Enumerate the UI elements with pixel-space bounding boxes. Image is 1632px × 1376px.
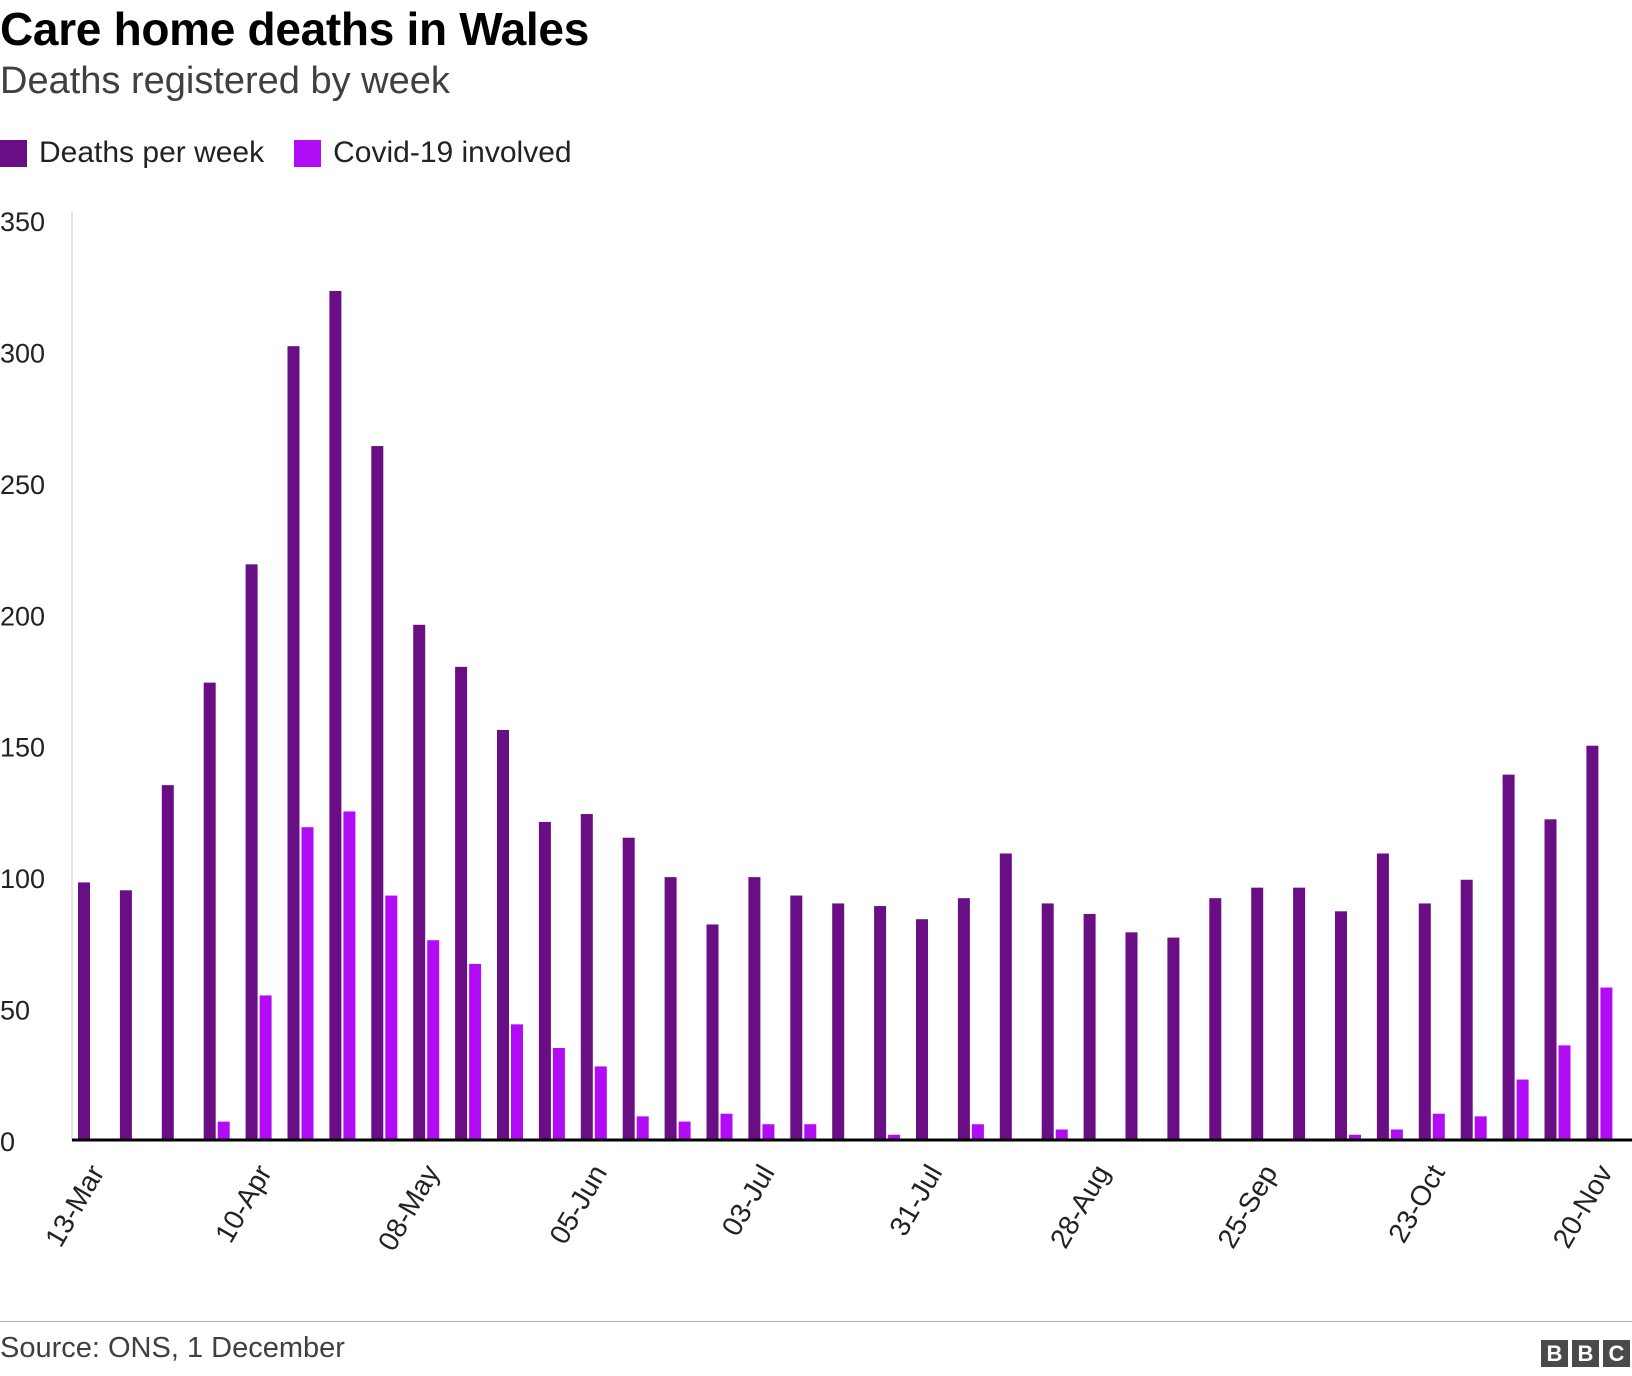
bar-covid-involved [1516,1079,1529,1140]
bar-deaths-per-week [1209,898,1222,1140]
legend-swatch-covid [294,139,322,167]
source-note: Source: ONS, 1 December [0,1332,345,1364]
bar-covid-involved [217,1121,230,1140]
bar-deaths-per-week [1376,853,1389,1140]
legend-label-deaths: Deaths per week [39,136,265,169]
bar-deaths-per-week [706,924,719,1140]
bar-deaths-per-week [1041,903,1054,1140]
bar-deaths-per-week [203,682,216,1140]
bar-covid-involved [1474,1116,1487,1140]
bar-deaths-per-week [622,837,635,1140]
bar-deaths-per-week [413,624,426,1140]
y-tick-label: 300 [0,338,45,368]
bar-covid-involved [636,1116,649,1140]
legend-swatch-deaths [0,139,27,167]
bar-deaths-per-week [1125,932,1138,1140]
bar-covid-involved [1600,987,1613,1140]
bar-deaths-per-week [790,895,803,1140]
bar-deaths-per-week [119,890,132,1140]
legend: Deaths per week Covid-19 involved [0,136,602,170]
bar-deaths-per-week [1544,819,1557,1140]
bar-deaths-per-week [455,666,468,1140]
source-divider [0,1321,1632,1322]
x-tick-label: 13-Mar [39,1160,110,1252]
bar-covid-involved [720,1113,733,1140]
bar-deaths-per-week [161,785,174,1140]
bar-deaths-per-week [1460,879,1473,1140]
bar-covid-involved [594,1066,607,1140]
bar-deaths-per-week [1335,911,1347,1140]
bar-deaths-per-week [1251,887,1264,1140]
bbc-logo: B B C [1537,1340,1630,1367]
bar-covid-involved [259,995,272,1140]
legend-item-covid: Covid-19 involved [294,136,572,170]
bar-covid-involved [1055,1129,1068,1140]
bar-covid-involved [511,1024,523,1140]
bar-covid-involved [552,1048,565,1140]
chart-title: Care home deaths in Wales [0,3,589,55]
x-tick-label: 23-Oct [1382,1159,1451,1247]
bar-deaths-per-week [832,903,845,1140]
bbc-logo-letter: B [1572,1340,1599,1367]
y-tick-label: 150 [0,733,45,763]
legend-label-covid: Covid-19 involved [333,136,572,169]
bar-deaths-per-week [371,446,384,1140]
bar-covid-involved [343,811,356,1140]
bar-deaths-per-week [664,877,677,1140]
bar-covid-involved [427,940,440,1140]
bar-covid-involved [1558,1045,1571,1140]
bar-deaths-per-week [1083,913,1096,1140]
bar-deaths-per-week [497,729,509,1140]
bbc-logo-letter: C [1603,1340,1630,1367]
bar-deaths-per-week [245,564,258,1140]
y-tick-label: 0 [0,1127,15,1157]
bar-covid-involved [678,1121,691,1140]
bar-deaths-per-week [748,877,761,1140]
y-tick-label: 250 [0,470,45,500]
bar-covid-involved [301,827,314,1140]
chart-subtitle: Deaths registered by week [0,60,450,102]
y-tick-label: 350 [0,207,45,237]
bar-deaths-per-week [329,290,342,1140]
x-tick-label: 28-Aug [1044,1160,1116,1254]
y-tick-label: 200 [0,601,45,631]
bar-covid-involved [469,963,482,1140]
bar-deaths-per-week [538,821,551,1140]
bar-covid-involved [762,1124,775,1140]
bar-covid-involved [385,895,398,1140]
x-tick-label: 10-Apr [209,1160,278,1248]
bar-deaths-per-week [78,882,90,1140]
y-tick-label: 50 [0,996,30,1026]
bar-covid-involved [888,1134,901,1140]
x-tick-label: 20-Nov [1547,1160,1619,1254]
bar-covid-involved [804,1124,817,1140]
x-tick-label: 08-May [372,1160,446,1256]
bar-deaths-per-week [957,898,970,1140]
x-tick-label: 31-Jul [883,1160,948,1242]
bar-deaths-per-week [1293,887,1306,1140]
bar-deaths-per-week [1502,774,1515,1140]
bar-covid-involved [971,1124,984,1140]
x-tick-label: 03-Jul [716,1160,781,1242]
bar-deaths-per-week [1418,903,1431,1140]
legend-item-deaths: Deaths per week [0,136,264,170]
bar-deaths-per-week [1586,745,1599,1140]
bar-deaths-per-week [999,853,1012,1140]
x-tick-label: 05-Jun [543,1160,613,1250]
bar-deaths-per-week [287,346,300,1140]
y-tick-label: 100 [0,864,45,894]
bbc-logo-letter: B [1541,1340,1568,1367]
bar-deaths-per-week [580,814,593,1140]
bar-covid-involved [1390,1129,1403,1140]
bar-chart: 0 50 100 150 200 250 300 350 13-Mar 10-Apr 08-May 0… [0,207,1632,1256]
x-tick-label: 25-Sep [1211,1160,1283,1254]
bar-covid-involved [1349,1134,1361,1140]
bar-deaths-per-week [874,906,887,1140]
bar-deaths-per-week [916,919,928,1140]
bar-covid-involved [1432,1113,1445,1140]
bar-deaths-per-week [1167,937,1180,1140]
